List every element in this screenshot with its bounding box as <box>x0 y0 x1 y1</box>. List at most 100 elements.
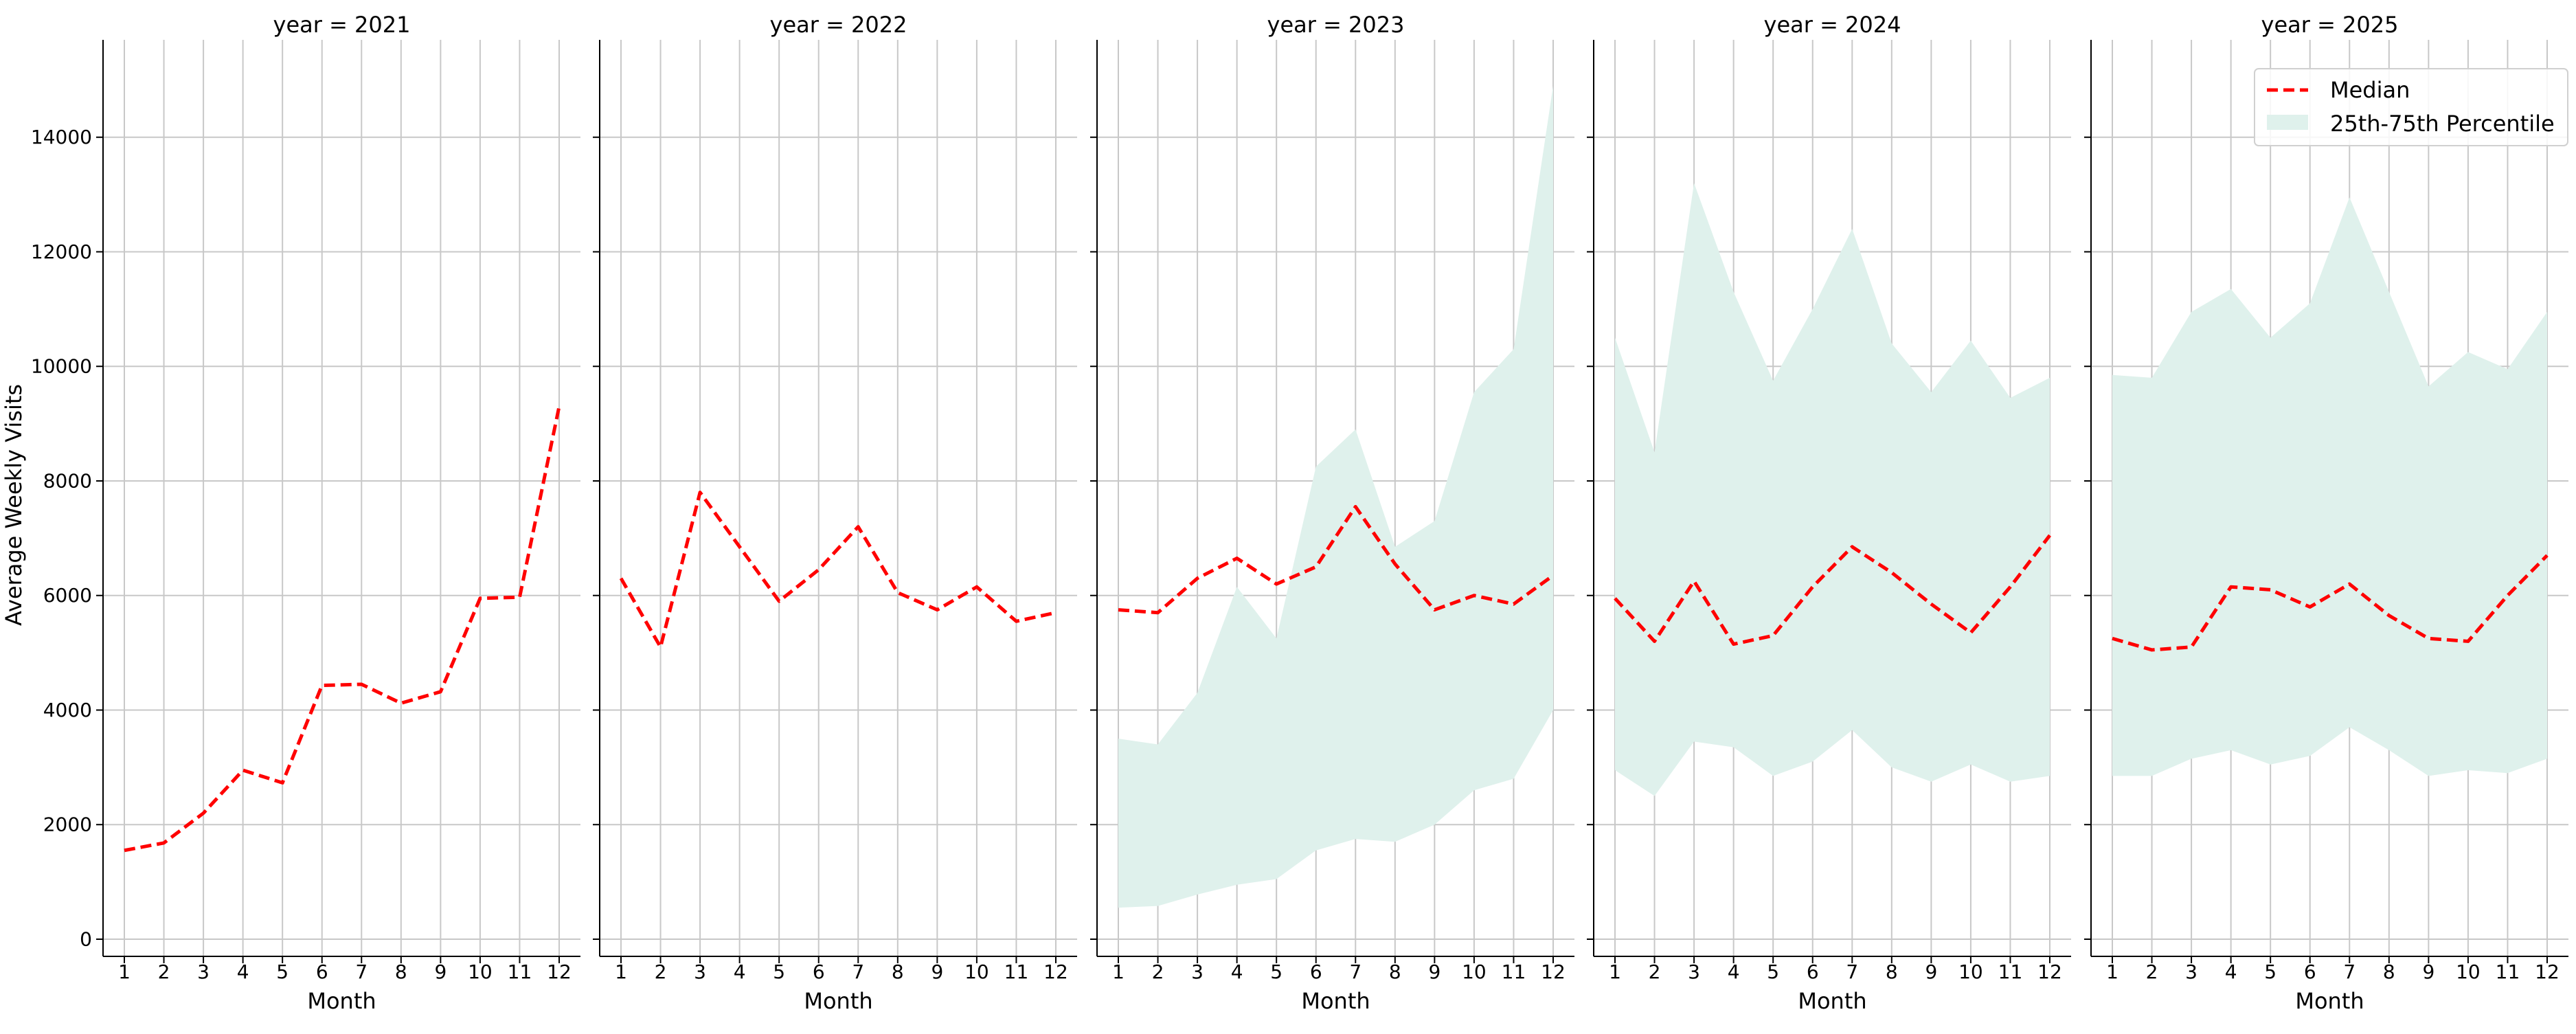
x-tick-label: 8 <box>2383 960 2395 983</box>
x-axis-label: Month <box>1798 988 1866 1014</box>
x-tick-label: 1 <box>615 960 627 983</box>
x-tick-label: 6 <box>2304 960 2316 983</box>
y-tick-label: 12000 <box>31 240 92 263</box>
x-tick-label: 2 <box>1152 960 1164 983</box>
x-tick-label: 3 <box>197 960 210 983</box>
x-axis-label: Month <box>307 988 376 1014</box>
panel-title: year = 2025 <box>2261 12 2399 38</box>
x-tick-label: 9 <box>1925 960 1937 983</box>
x-axis-label: Month <box>804 988 872 1014</box>
x-tick-label: 1 <box>2106 960 2119 983</box>
x-tick-label: 2 <box>655 960 667 983</box>
x-tick-label: 2 <box>2146 960 2158 983</box>
median-line <box>124 406 561 853</box>
x-tick-label: 8 <box>1389 960 1401 983</box>
median-line <box>1614 534 2051 647</box>
x-tick-label: 5 <box>1270 960 1283 983</box>
legend-band-swatch <box>2267 115 2308 130</box>
x-tick-label: 12 <box>1541 960 1566 983</box>
panel-title: year = 2022 <box>770 12 907 38</box>
x-tick-label: 4 <box>1231 960 1243 983</box>
x-tick-label: 1 <box>1112 960 1125 983</box>
x-tick-label: 10 <box>1462 960 1487 983</box>
x-tick-label: 8 <box>892 960 904 983</box>
x-tick-label: 10 <box>1958 960 1983 983</box>
x-tick-label: 6 <box>1310 960 1322 983</box>
percentile-band <box>2112 197 2547 776</box>
legend: Median 25th-75th Percentile <box>2254 68 2568 146</box>
median-line <box>2112 554 2549 652</box>
x-axis-label: Month <box>1301 988 1370 1014</box>
x-tick-label: 7 <box>1846 960 1858 983</box>
x-tick-label: 9 <box>434 960 447 983</box>
x-tick-label: 6 <box>1807 960 1819 983</box>
y-tick-label: 6000 <box>43 584 92 607</box>
x-tick-label: 10 <box>964 960 989 983</box>
legend-band-label: 25th-75th Percentile <box>2330 111 2555 137</box>
x-tick-label: 10 <box>2456 960 2481 983</box>
x-tick-label: 5 <box>2264 960 2276 983</box>
x-tick-label: 8 <box>1886 960 1898 983</box>
x-tick-label: 11 <box>2496 960 2520 983</box>
x-tick-label: 3 <box>694 960 706 983</box>
y-tick-label: 2000 <box>43 813 92 836</box>
x-tick-label: 9 <box>2422 960 2434 983</box>
panel-title: year = 2023 <box>1267 12 1405 38</box>
y-tick-label: 8000 <box>43 469 92 492</box>
x-tick-label: 12 <box>2535 960 2560 983</box>
x-tick-label: 11 <box>1998 960 2023 983</box>
x-tick-label: 7 <box>355 960 368 983</box>
x-tick-label: 7 <box>1349 960 1362 983</box>
x-tick-label: 1 <box>118 960 131 983</box>
panel-title: year = 2024 <box>1764 12 1901 38</box>
x-tick-label: 12 <box>547 960 572 983</box>
y-tick-label: 4000 <box>43 699 92 721</box>
x-tick-label: 3 <box>2185 960 2197 983</box>
x-tick-label: 11 <box>1502 960 1526 983</box>
x-tick-label: 11 <box>508 960 532 983</box>
x-tick-label: 6 <box>316 960 328 983</box>
x-tick-label: 8 <box>395 960 407 983</box>
legend-median-label: Median <box>2330 77 2410 103</box>
percentile-band <box>1615 183 2050 796</box>
y-tick-label: 10000 <box>31 355 92 378</box>
x-tick-label: 5 <box>773 960 785 983</box>
x-tick-label: 7 <box>852 960 864 983</box>
x-tick-label: 6 <box>813 960 825 983</box>
x-tick-label: 4 <box>1728 960 1740 983</box>
median-line <box>1118 505 1555 615</box>
y-tick-label: 14000 <box>31 126 92 148</box>
x-tick-label: 7 <box>2343 960 2355 983</box>
x-tick-label: 9 <box>931 960 943 983</box>
percentile-band <box>1118 85 1553 908</box>
legend-frame <box>2254 68 2568 146</box>
panel-title: year = 2021 <box>273 12 411 38</box>
x-tick-label: 12 <box>1043 960 1068 983</box>
x-tick-label: 4 <box>237 960 249 983</box>
x-tick-label: 1 <box>1609 960 1621 983</box>
y-tick-label: 0 <box>80 928 92 950</box>
x-tick-label: 10 <box>468 960 493 983</box>
x-tick-label: 3 <box>1688 960 1700 983</box>
x-tick-label: 9 <box>1428 960 1440 983</box>
x-tick-label: 12 <box>2037 960 2062 983</box>
x-tick-label: 3 <box>1191 960 1204 983</box>
x-axis-label: Month <box>2295 988 2364 1014</box>
median-line <box>619 491 1057 649</box>
x-tick-label: 11 <box>1004 960 1029 983</box>
x-tick-label: 5 <box>276 960 289 983</box>
y-axis-label: Average Weekly Visits <box>1 384 27 626</box>
x-tick-label: 5 <box>1767 960 1779 983</box>
x-tick-label: 4 <box>2225 960 2237 983</box>
x-tick-label: 4 <box>734 960 746 983</box>
x-tick-label: 2 <box>1649 960 1661 983</box>
x-tick-label: 2 <box>158 960 170 983</box>
